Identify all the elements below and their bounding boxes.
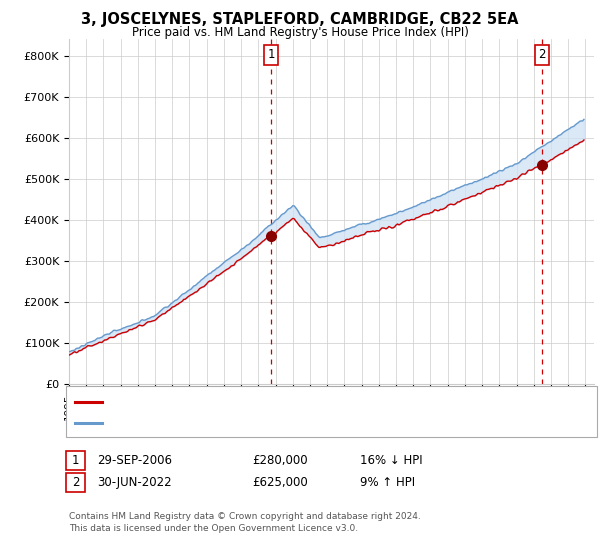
Text: 29-SEP-2006: 29-SEP-2006	[97, 454, 172, 467]
Text: 2: 2	[72, 476, 79, 489]
Text: £280,000: £280,000	[252, 454, 308, 467]
Text: 16% ↓ HPI: 16% ↓ HPI	[360, 454, 422, 467]
Text: HPI: Average price, detached house, South Cambridgeshire: HPI: Average price, detached house, Sout…	[108, 418, 418, 428]
Text: Price paid vs. HM Land Registry's House Price Index (HPI): Price paid vs. HM Land Registry's House …	[131, 26, 469, 39]
Text: Contains HM Land Registry data © Crown copyright and database right 2024.
This d: Contains HM Land Registry data © Crown c…	[69, 512, 421, 533]
Text: 1: 1	[268, 48, 275, 61]
Text: 9% ↑ HPI: 9% ↑ HPI	[360, 476, 415, 489]
Text: 3, JOSCELYNES, STAPLEFORD, CAMBRIDGE, CB22 5EA: 3, JOSCELYNES, STAPLEFORD, CAMBRIDGE, CB…	[81, 12, 519, 27]
Text: 1: 1	[72, 454, 79, 467]
Text: 30-JUN-2022: 30-JUN-2022	[97, 476, 172, 489]
Text: £625,000: £625,000	[252, 476, 308, 489]
Text: 3, JOSCELYNES, STAPLEFORD, CAMBRIDGE, CB22 5EA (detached house): 3, JOSCELYNES, STAPLEFORD, CAMBRIDGE, CB…	[108, 396, 481, 407]
Text: 2: 2	[539, 48, 546, 61]
